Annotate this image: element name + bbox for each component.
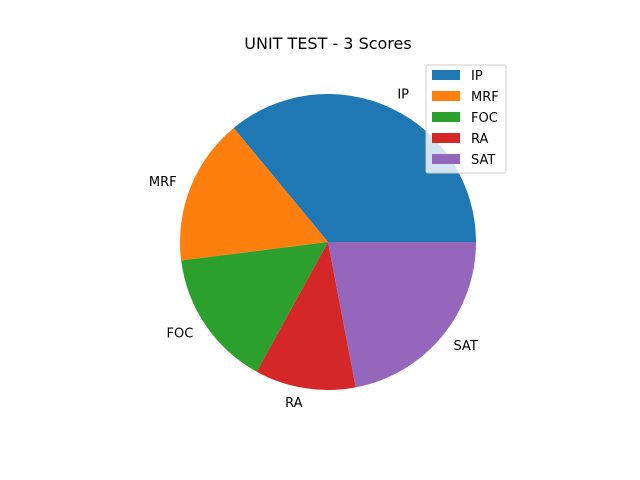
legend-label-foc: FOC: [471, 111, 498, 126]
slice-labels: IP MRF FOC RA SAT: [149, 88, 478, 411]
pie-slice-mrf: [179, 127, 328, 261]
pie-slice-foc: [181, 242, 328, 372]
chart-title: UNIT TEST - 3 Scores: [244, 34, 411, 53]
legend-swatch-sat: [432, 154, 460, 164]
pie-slice-ra: [256, 242, 356, 390]
slice-label-sat: SAT: [453, 339, 477, 354]
legend-swatch-mrf: [432, 91, 460, 101]
legend-swatch-ra: [432, 133, 460, 143]
legend-label-mrf: MRF: [471, 90, 499, 105]
pie-slices: [179, 94, 477, 390]
legend-swatch-ip: [432, 70, 460, 80]
pie-slice-ip: [233, 94, 477, 243]
legend-swatch-foc: [432, 112, 460, 122]
pie-slice-sat: [328, 242, 476, 388]
legend-label-ra: RA: [471, 132, 489, 147]
legend-label-ip: IP: [471, 69, 483, 84]
legend: IP MRF FOC RA SAT: [425, 64, 507, 174]
slice-label-mrf: MRF: [149, 175, 177, 190]
slice-label-foc: FOC: [167, 327, 194, 342]
legend-label-sat: SAT: [471, 153, 495, 168]
slice-label-ra: RA: [285, 396, 303, 411]
slice-label-ip: IP: [397, 88, 409, 103]
